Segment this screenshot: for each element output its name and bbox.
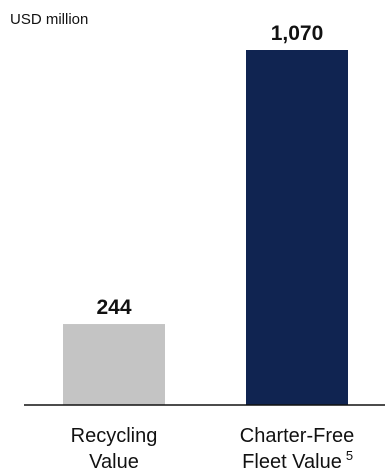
category-label-1-line-2: Value bbox=[89, 451, 139, 473]
bars-group bbox=[63, 50, 348, 405]
bar-1 bbox=[63, 324, 165, 405]
category-label-1-line-1: Recycling bbox=[71, 425, 158, 447]
value-label-1: 244 bbox=[96, 296, 131, 319]
category-footnote-2: 5 bbox=[346, 448, 353, 463]
value-label-2: 1,070 bbox=[271, 22, 324, 45]
category-label-2-line-2: Fleet Value bbox=[242, 451, 342, 473]
labels-group: 244 Recycling Value 1,070 Charter-Free Fleet … bbox=[71, 22, 355, 473]
category-label-2-line-1: Charter-Free bbox=[240, 425, 354, 447]
unit-label: USD million bbox=[10, 11, 88, 28]
bar-2 bbox=[246, 50, 348, 405]
